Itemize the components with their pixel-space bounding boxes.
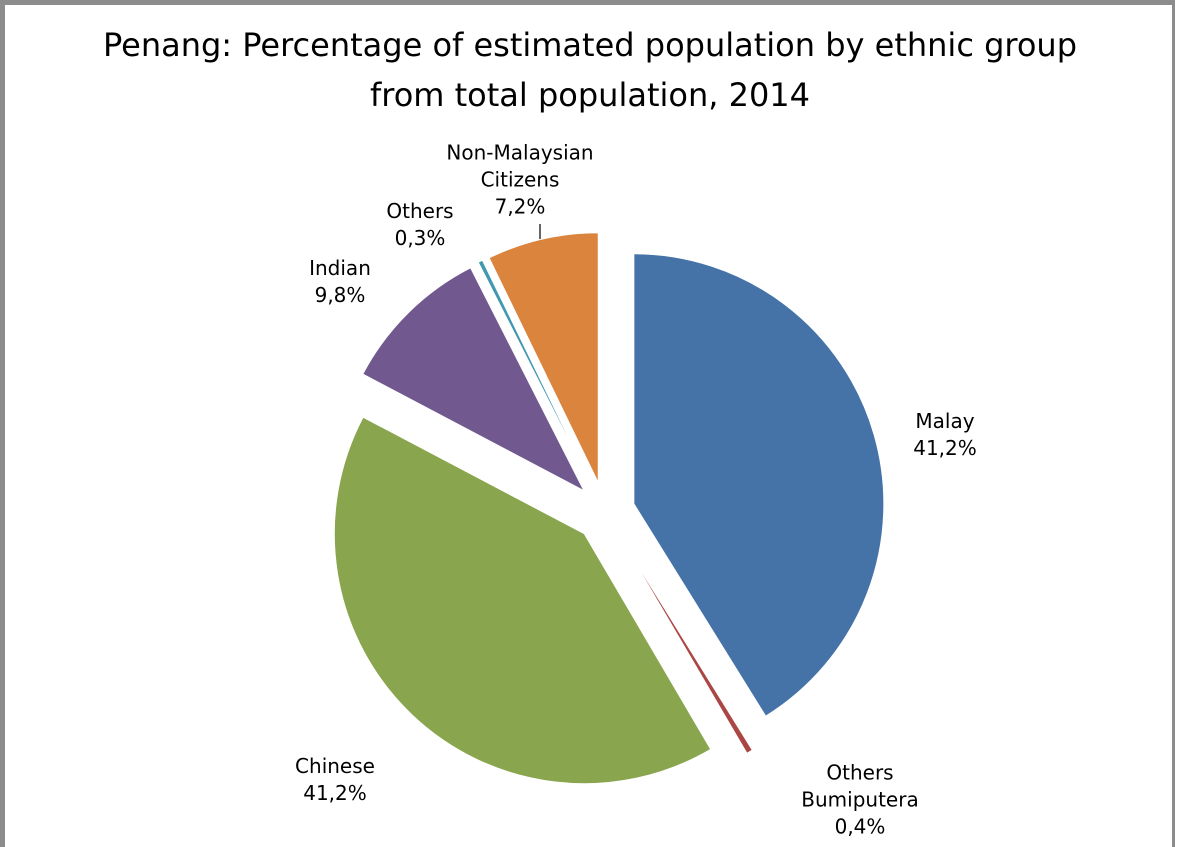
- pie-slice: [477, 259, 593, 486]
- slice-label: Chinese 41,2%: [275, 753, 395, 807]
- slice-label: Indian 9,8%: [290, 255, 390, 309]
- value-label: 7,2%: [494, 194, 546, 219]
- category-label: Chinese: [295, 754, 375, 778]
- slice-label: Others Bumiputera 0,4%: [785, 760, 935, 841]
- slice-label: Others 0,3%: [370, 198, 470, 252]
- chart-title: Penang: Percentage of estimated populati…: [102, 26, 1078, 114]
- value-label: 0,3%: [394, 226, 446, 250]
- pie-slice: [620, 537, 754, 755]
- value-label: 41,2%: [913, 436, 977, 460]
- slice-label: Malay 41,2%: [880, 408, 1010, 462]
- category-label: Malay: [915, 409, 975, 433]
- value-label: 41,2%: [303, 781, 367, 805]
- slice-label: Non-Malaysian Citizens 7,2%: [415, 140, 625, 221]
- category-label: Non-Malaysian Citizens: [446, 140, 594, 192]
- value-label: 0,4%: [834, 814, 886, 839]
- category-label: Others: [386, 199, 454, 223]
- pie-slice: [362, 267, 586, 492]
- value-label: 9,8%: [314, 283, 366, 307]
- category-label: Others Bumiputera: [801, 760, 919, 812]
- category-label: Indian: [309, 256, 371, 280]
- pie-slice: [333, 416, 712, 785]
- pie-slice: [488, 232, 599, 483]
- pie-slice: [633, 253, 885, 717]
